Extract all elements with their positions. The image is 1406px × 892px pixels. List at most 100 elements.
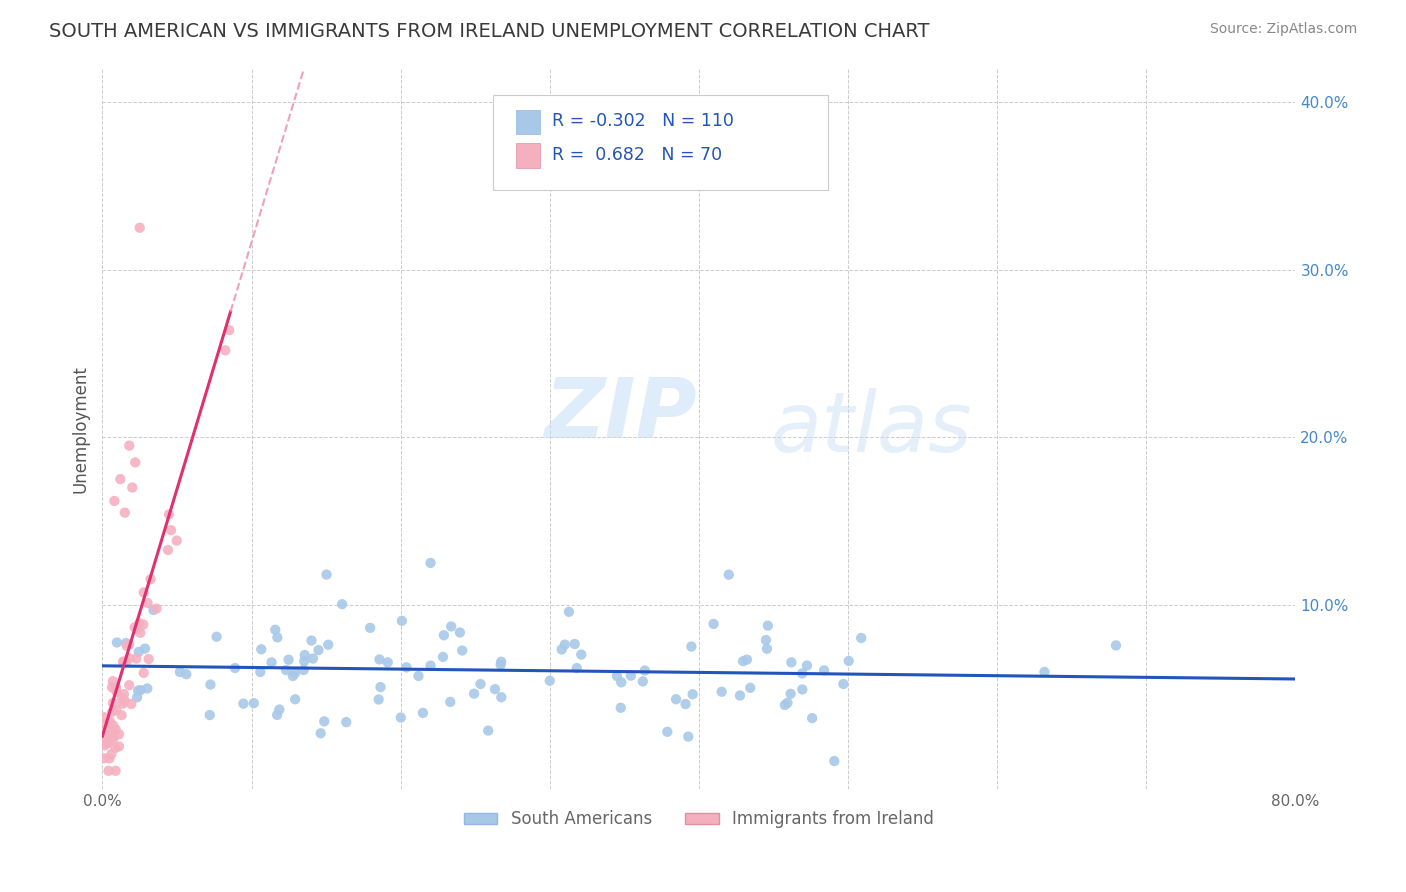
Point: [675, 697, 697, 711]
Point: [489, 657, 512, 672]
Point: [432, 649, 454, 664]
Point: [224, 661, 246, 675]
Point: [389, 710, 412, 724]
Point: [314, 714, 336, 729]
Point: [104, 723, 127, 737]
Point: [157, 508, 180, 522]
Point: [780, 656, 803, 670]
Point: [665, 692, 688, 706]
Point: [128, 645, 150, 659]
Point: [176, 667, 198, 681]
Point: [96, 728, 118, 742]
Point: [796, 658, 818, 673]
Point: [728, 689, 751, 703]
Point: [98, 714, 121, 729]
Point: [554, 638, 576, 652]
Point: [274, 663, 297, 677]
Point: [108, 727, 131, 741]
Point: [277, 653, 299, 667]
Point: [127, 683, 149, 698]
Point: [756, 618, 779, 632]
Point: [105, 685, 128, 699]
FancyBboxPatch shape: [516, 110, 540, 134]
Point: [93, 717, 115, 731]
Point: [124, 620, 146, 634]
Point: [408, 669, 430, 683]
Point: [104, 681, 127, 695]
Point: [114, 506, 136, 520]
Point: [101, 681, 124, 695]
Point: [132, 665, 155, 680]
Point: [105, 703, 128, 717]
Point: [755, 641, 778, 656]
Y-axis label: Unemployment: Unemployment: [72, 365, 89, 492]
Point: [823, 754, 845, 768]
Point: [145, 601, 167, 615]
Point: [93, 710, 115, 724]
Point: [1033, 665, 1056, 679]
Point: [101, 722, 124, 736]
Point: [142, 603, 165, 617]
Point: [832, 677, 855, 691]
Point: [134, 641, 156, 656]
Point: [315, 567, 337, 582]
Point: [801, 711, 824, 725]
Point: [419, 658, 441, 673]
Point: [491, 690, 513, 705]
Point: [558, 605, 581, 619]
Point: [606, 669, 628, 683]
Point: [139, 572, 162, 586]
Point: [125, 690, 148, 705]
Point: [129, 625, 152, 640]
Point: [218, 323, 240, 337]
Point: [98, 751, 121, 765]
Point: [101, 696, 124, 710]
Point: [104, 740, 127, 755]
Point: [703, 616, 725, 631]
Point: [96, 729, 118, 743]
Point: [132, 585, 155, 599]
Point: [160, 523, 183, 537]
Point: [440, 619, 463, 633]
Point: [101, 718, 124, 732]
Point: [97, 764, 120, 778]
Point: [489, 655, 512, 669]
Point: [97, 735, 120, 749]
Point: [128, 616, 150, 631]
Point: [136, 681, 159, 696]
Point: [681, 640, 703, 654]
Point: [114, 693, 136, 707]
FancyBboxPatch shape: [492, 95, 828, 190]
Point: [156, 543, 179, 558]
Point: [266, 707, 288, 722]
Point: [101, 674, 124, 689]
Point: [682, 687, 704, 701]
Point: [292, 654, 315, 668]
Point: [103, 730, 125, 744]
Point: [120, 697, 142, 711]
Point: [395, 660, 418, 674]
Point: [735, 652, 758, 666]
Point: [470, 677, 492, 691]
Point: [104, 764, 127, 778]
Point: [125, 651, 148, 665]
Point: [335, 715, 357, 730]
Point: [484, 682, 506, 697]
Point: [269, 702, 291, 716]
Point: [118, 651, 141, 665]
Point: [93, 739, 115, 753]
Point: [733, 654, 755, 668]
Point: [377, 656, 399, 670]
Point: [620, 668, 643, 682]
Point: [367, 692, 389, 706]
Point: [657, 724, 679, 739]
Point: [551, 642, 574, 657]
Point: [136, 596, 159, 610]
Text: Source: ZipAtlas.com: Source: ZipAtlas.com: [1209, 22, 1357, 37]
Point: [103, 731, 125, 745]
Point: [1105, 639, 1128, 653]
Point: [330, 597, 353, 611]
Point: [166, 533, 188, 548]
Point: [115, 636, 138, 650]
Point: [776, 696, 799, 710]
